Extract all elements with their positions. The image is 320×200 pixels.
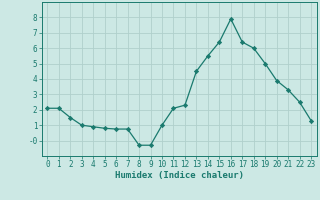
- X-axis label: Humidex (Indice chaleur): Humidex (Indice chaleur): [115, 171, 244, 180]
